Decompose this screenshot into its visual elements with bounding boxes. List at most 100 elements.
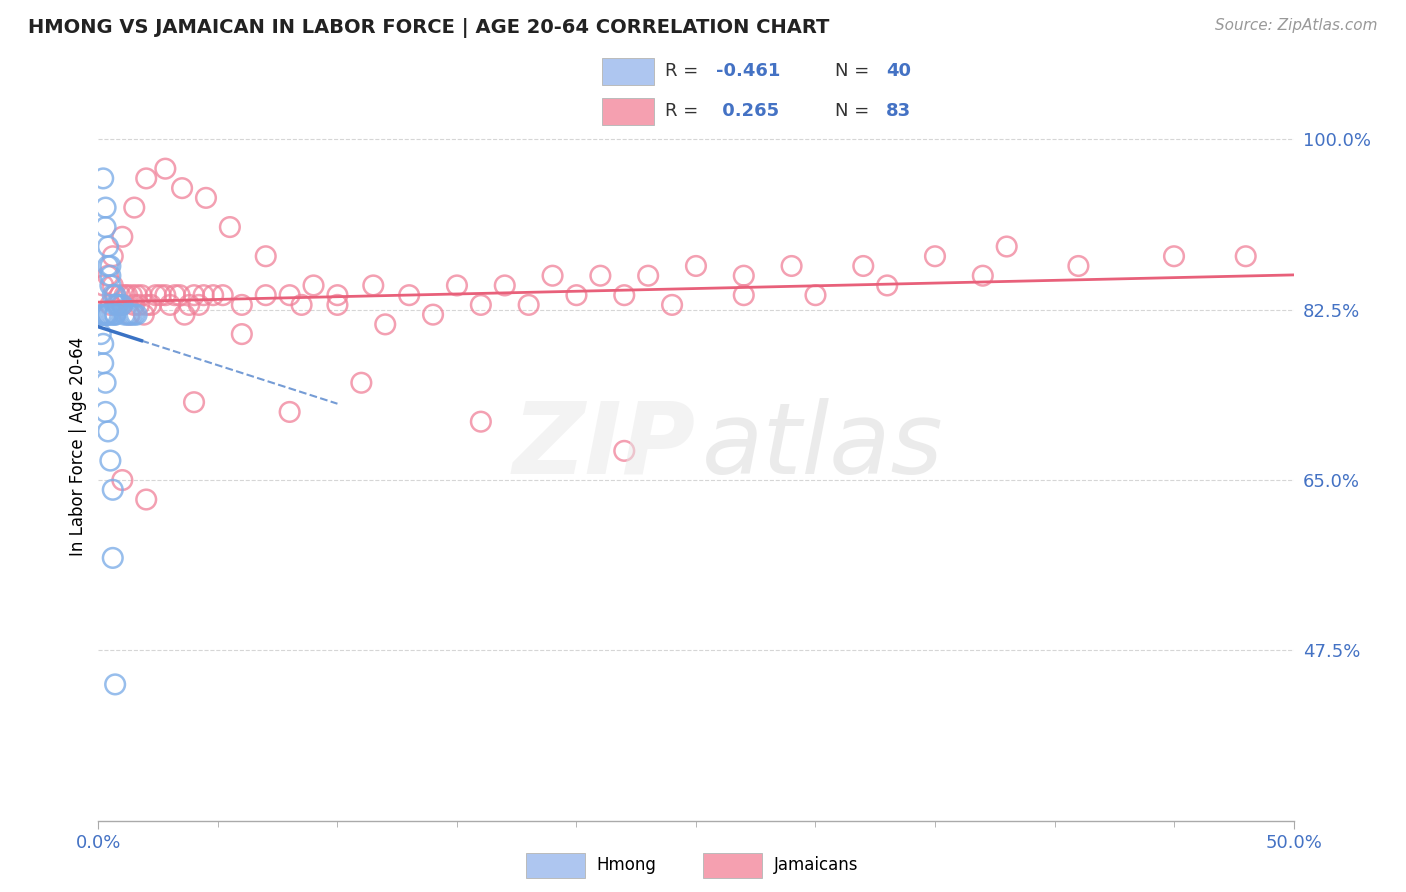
Point: [98, 308, 122, 322]
Point: [107, 298, 129, 312]
Point: [637, 268, 659, 283]
Point: [1163, 249, 1185, 263]
Point: [101, 483, 124, 497]
Point: [97, 239, 120, 253]
Point: [111, 298, 134, 312]
Point: [302, 278, 325, 293]
Point: [446, 278, 468, 293]
Point: [101, 550, 124, 565]
Point: [94, 405, 117, 419]
Point: [733, 268, 755, 283]
Point: [139, 298, 162, 312]
Point: [254, 249, 277, 263]
Text: N =: N =: [835, 62, 875, 80]
Point: [363, 278, 385, 293]
Point: [254, 288, 277, 302]
Point: [231, 298, 253, 312]
Point: [94, 308, 117, 322]
Point: [97, 308, 120, 322]
Point: [91, 356, 114, 370]
Point: [780, 259, 803, 273]
Point: [733, 288, 755, 302]
Point: [98, 268, 122, 283]
Point: [135, 171, 157, 186]
Point: [541, 268, 564, 283]
Point: [135, 492, 157, 507]
Bar: [602, 98, 654, 125]
Text: Hmong: Hmong: [596, 856, 657, 874]
Point: [149, 288, 172, 302]
Text: R =: R =: [665, 62, 704, 80]
Text: N =: N =: [835, 103, 875, 120]
Point: [398, 288, 420, 302]
Point: [94, 201, 117, 215]
Point: [104, 308, 127, 322]
Point: [804, 288, 827, 302]
Point: [163, 288, 186, 302]
Point: [104, 288, 127, 302]
Point: [98, 278, 122, 293]
Point: [470, 298, 492, 312]
Point: [101, 249, 124, 263]
Bar: [703, 853, 762, 878]
Point: [172, 181, 194, 195]
Point: [145, 288, 167, 302]
Text: R =: R =: [665, 103, 704, 120]
Bar: [526, 853, 585, 878]
Point: [121, 308, 143, 322]
Point: [125, 308, 148, 322]
Point: [91, 171, 114, 186]
Point: [124, 201, 146, 215]
Point: [104, 298, 127, 312]
Point: [470, 415, 492, 429]
Point: [125, 288, 148, 302]
Point: [108, 288, 131, 302]
Point: [173, 308, 195, 322]
Text: 40: 40: [886, 62, 911, 80]
Point: [219, 220, 242, 235]
Point: [98, 298, 122, 312]
Point: [94, 308, 117, 322]
Point: [97, 308, 120, 322]
Point: [111, 473, 134, 487]
Point: [91, 278, 114, 293]
Point: [101, 288, 124, 302]
Point: [104, 288, 127, 302]
Point: [179, 298, 201, 312]
Point: [565, 288, 588, 302]
Point: [114, 288, 136, 302]
Point: [132, 308, 155, 322]
Point: [924, 249, 946, 263]
Point: [852, 259, 875, 273]
Point: [124, 298, 146, 312]
Text: HMONG VS JAMAICAN IN LABOR FORCE | AGE 20-64 CORRELATION CHART: HMONG VS JAMAICAN IN LABOR FORCE | AGE 2…: [28, 18, 830, 37]
Point: [111, 298, 134, 312]
Point: [159, 298, 181, 312]
Point: [183, 395, 205, 409]
Point: [98, 453, 122, 467]
Point: [94, 220, 117, 235]
Text: Source: ZipAtlas.com: Source: ZipAtlas.com: [1215, 18, 1378, 33]
Point: [97, 268, 120, 283]
Point: [291, 298, 314, 312]
Point: [94, 376, 117, 390]
Point: [1234, 249, 1257, 263]
Point: [374, 318, 396, 332]
Point: [118, 308, 141, 322]
Point: [104, 308, 127, 322]
Text: 0.265: 0.265: [717, 103, 779, 120]
Point: [613, 288, 636, 302]
Point: [118, 308, 141, 322]
Point: [97, 425, 120, 439]
Point: [90, 308, 112, 322]
Point: [876, 278, 898, 293]
Point: [128, 298, 150, 312]
Point: [155, 288, 177, 302]
Point: [995, 239, 1018, 253]
Point: [211, 288, 233, 302]
Point: [613, 443, 636, 458]
Point: [91, 336, 114, 351]
Point: [124, 308, 146, 322]
Point: [589, 268, 612, 283]
Point: [91, 308, 114, 322]
